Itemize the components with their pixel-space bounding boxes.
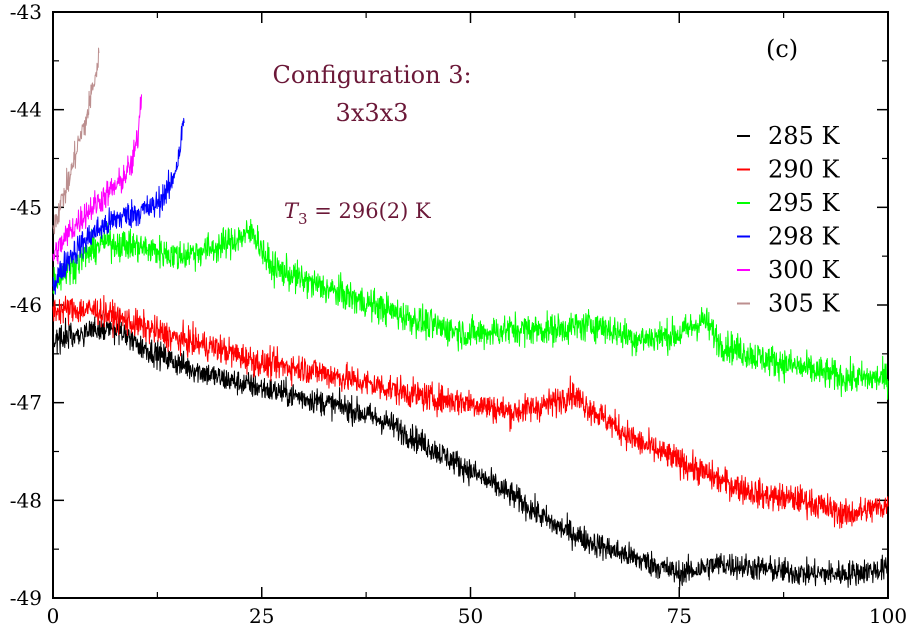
legend-label: 298 K	[768, 223, 840, 251]
config-title-line1: Configuration 3:	[272, 61, 471, 89]
transition-temperature-label: T3 = 296(2) K	[284, 199, 431, 228]
y-tick-label: -44	[10, 98, 42, 122]
legend-label: 285 K	[768, 122, 840, 150]
y-tick-label: -46	[10, 293, 42, 317]
y-tick-label: -43	[10, 0, 42, 24]
t3-symbol: T	[284, 199, 300, 223]
series-layer	[52, 47, 889, 590]
y-tick-label: -45	[10, 195, 42, 219]
series-line-290-k	[52, 294, 889, 529]
series-line-300-k	[52, 94, 143, 265]
x-tick-label: 100	[869, 604, 907, 628]
annotation-configuration: Configuration 3: 3x3x3	[272, 61, 471, 127]
panel-label: (c)	[766, 35, 798, 63]
legend: 285 K 290 K 295 K 298 K 300 K 305 K	[737, 122, 840, 318]
x-tick-label: 75	[667, 604, 692, 628]
config-title-line2: 3x3x3	[336, 99, 409, 127]
legend-label: 305 K	[768, 290, 840, 318]
x-tick-label: 25	[249, 604, 274, 628]
y-tick-label: -47	[10, 391, 42, 415]
y-tick-label: -48	[10, 488, 42, 512]
series-line-305-k	[52, 47, 100, 235]
y-tick-label: -49	[10, 586, 42, 610]
series-line-298-k	[52, 117, 185, 295]
axis-ticks: 0 25 50 75 100 -49 -48 -47 -46 -45 -44 -43	[10, 0, 907, 628]
x-tick-label: 50	[458, 604, 483, 628]
plot-frame	[52, 11, 889, 599]
series-line-295-k	[52, 218, 889, 400]
t3-subscript: 3	[298, 210, 308, 228]
legend-label: 290 K	[768, 156, 840, 184]
series-line-285-k	[52, 309, 889, 590]
x-tick-label: 0	[47, 604, 60, 628]
legend-label: 295 K	[768, 189, 840, 217]
legend-label: 300 K	[768, 256, 840, 284]
t3-value: = 296(2) K	[308, 199, 431, 223]
